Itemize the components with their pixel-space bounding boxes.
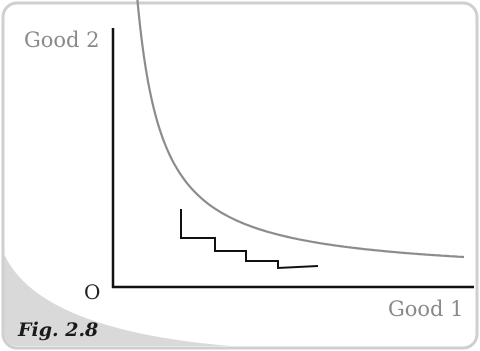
staircase-steps [180, 209, 319, 270]
figure-caption: Fig. 2.8 [18, 319, 99, 341]
x-axis-label: Good 1 [388, 297, 464, 321]
origin-label: O [84, 280, 101, 304]
indifference-curve [136, 0, 465, 259]
y-axis-label: Good 2 [24, 28, 100, 52]
corner-wedge [4, 255, 230, 346]
